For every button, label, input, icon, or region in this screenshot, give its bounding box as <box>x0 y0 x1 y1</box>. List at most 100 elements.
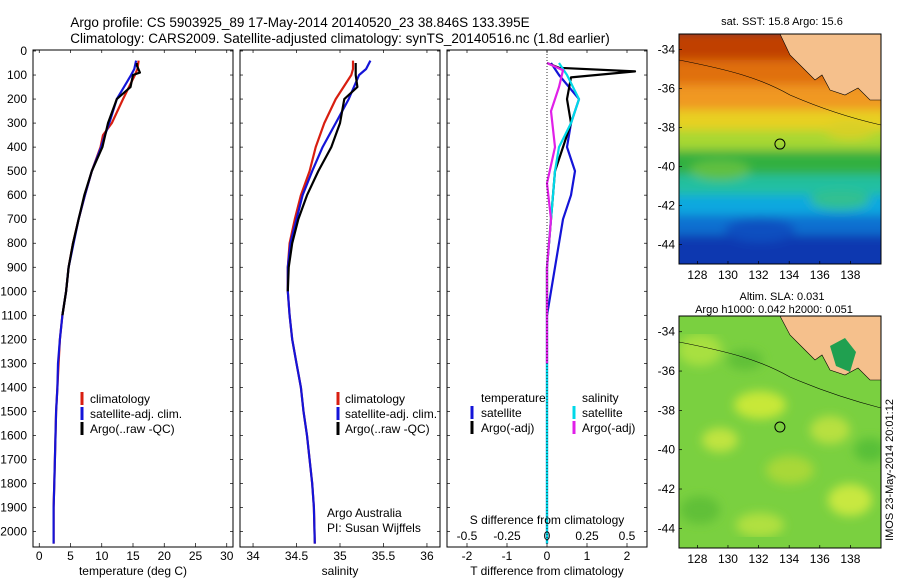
depth-axis: 0 100 200 300 400 500 600 700 800 900 1000 1100 1200… <box>0 44 27 539</box>
x-tick-label: -1 <box>502 549 513 563</box>
legend-label-climatology: climatology <box>345 392 405 406</box>
x-tick-label: 1 <box>584 549 591 563</box>
sla-map-frame <box>678 315 882 549</box>
difference-plot: -2 -1 0 1 2 -0.5 -0.25 0 0.25 0.5 <box>447 50 647 563</box>
lon-tick-label: 134 <box>779 552 799 566</box>
lat-tick-label: -44 <box>658 238 676 252</box>
depth-tick-label: 1300 <box>0 356 27 370</box>
sst-map-axes: 128 130 132 134 136 138 -34 -36 -38 -40 -42 -44 <box>658 43 861 282</box>
sla-map-subtitle: Argo h1000: 0.042 h2000: 0.051 <box>695 304 853 316</box>
s-diff-tick-label: 0.5 <box>619 529 636 543</box>
depth-tick-label: 600 <box>7 188 27 202</box>
temperature-legend: climatology satellite-adj. clim. Argo(..… <box>80 392 182 436</box>
depth-tick-label: 2000 <box>0 525 27 539</box>
series-line-satellite <box>545 62 581 544</box>
legend-label-climatology: climatology <box>90 392 150 406</box>
x-tick-label: 10 <box>95 549 109 563</box>
s-diff-tick-label: 0.25 <box>575 529 599 543</box>
series-line-satellite-adj-clim- <box>286 60 372 544</box>
depth-tick-label: 1700 <box>0 452 27 466</box>
depth-tick-label: 1200 <box>0 332 27 346</box>
legend-label-argo: Argo(..raw -QC) <box>90 422 175 436</box>
imos-timestamp: IMOS 23-May-2014 20:01:12 <box>884 399 896 541</box>
series-line-climatology <box>286 60 355 544</box>
x-tick-label: 5 <box>67 549 74 563</box>
lon-tick-label: 134 <box>779 268 799 282</box>
depth-tick-label: 1800 <box>0 477 27 491</box>
series-line-satellite-adj-clim- <box>52 60 138 544</box>
lat-tick-label: -40 <box>658 443 676 457</box>
depth-tick-label: 500 <box>7 164 27 178</box>
x-tick-label: 30 <box>220 549 234 563</box>
depth-tick-label: 0 <box>20 44 27 58</box>
temperature-xlabel: temperature (deg C) <box>79 564 187 578</box>
legend-label-satellite: satellite-adj. clim. <box>90 407 182 421</box>
difference-legend: temperature salinity satellite Argo(-adj… <box>470 391 635 435</box>
s-diff-tick-label: -0.5 <box>457 529 478 543</box>
depth-tick-label: 1600 <box>0 428 27 442</box>
legend-label-argo: Argo(..raw -QC) <box>345 422 430 436</box>
legend-label-s-satellite: satellite <box>582 406 623 420</box>
temperature-plot: 0 5 10 15 20 25 30 <box>33 50 234 563</box>
lat-tick-label: -38 <box>658 403 676 417</box>
legend-group-salinity: salinity <box>582 391 619 405</box>
depth-tick-label: 800 <box>7 236 27 250</box>
legend-label-satellite: satellite-adj. clim. <box>345 407 437 421</box>
sst-map-title: sat. SST: 15.8 Argo: 15.6 <box>721 16 843 28</box>
sla-map-land <box>679 316 881 381</box>
series-line-argo-raw-qc- <box>286 63 359 292</box>
series-line-argo-adj- <box>545 61 565 364</box>
series-line-satellite <box>545 62 581 544</box>
sst-map-frame <box>678 33 882 265</box>
figure-title-line2: Climatology: CARS2009. Satellite-adjuste… <box>70 31 610 46</box>
sla-map-axes: 128 130 132 134 136 138 -34 -36 -38 -40 -42 -44 <box>658 325 861 566</box>
sla-map-title: Altim. SLA: 0.031 <box>740 291 825 303</box>
annotation-pi-name: PI: Susan Wijffels <box>327 521 421 535</box>
depth-tick-label: 1900 <box>0 501 27 515</box>
salinity-xlabel: salinity <box>322 564 359 578</box>
lat-tick-label: -36 <box>658 82 676 96</box>
lon-tick-label: 130 <box>718 268 738 282</box>
x-tick-label: 34.5 <box>285 549 309 563</box>
x-tick-label: 35.5 <box>372 549 396 563</box>
lat-tick-label: -34 <box>658 43 676 57</box>
depth-tick-label: 900 <box>7 260 27 274</box>
legend-label-t-argo: Argo(-adj) <box>481 421 534 435</box>
lon-tick-label: 132 <box>749 268 769 282</box>
lon-tick-label: 132 <box>749 552 769 566</box>
depth-tick-label: 1500 <box>0 404 27 418</box>
x-tick-label: 15 <box>126 549 140 563</box>
lon-tick-label: 130 <box>718 552 738 566</box>
sst-argo-marker <box>774 138 786 150</box>
sst-map-land <box>679 34 881 101</box>
x-tick-label: -2 <box>462 549 473 563</box>
legend-group-temperature: temperature <box>481 391 546 405</box>
x-tick-label: 2 <box>624 549 631 563</box>
depth-tick-label: 300 <box>7 116 27 130</box>
depth-tick-label: 700 <box>7 212 27 226</box>
salinity-plot: 34 34.5 35 35.5 36 <box>240 50 440 563</box>
x-tick-label: 35 <box>333 549 347 563</box>
series-line-climatology <box>52 60 140 544</box>
depth-tick-label: 1100 <box>1 308 27 322</box>
x-tick-label: 25 <box>189 549 203 563</box>
lat-tick-label: -44 <box>658 521 676 535</box>
lat-tick-label: -42 <box>658 199 676 213</box>
x-tick-label: 36 <box>420 549 434 563</box>
salinity-legend: climatology satellite-adj. clim. Argo(..… <box>327 392 437 535</box>
s-diff-tick-label: -0.25 <box>493 529 521 543</box>
series-line-argo-raw-qc- <box>61 63 141 316</box>
lon-tick-label: 138 <box>840 268 860 282</box>
lon-tick-label: 138 <box>840 552 860 566</box>
depth-tick-label: 100 <box>7 68 27 82</box>
x-tick-label: 20 <box>158 549 172 563</box>
sst-map-image <box>679 34 881 264</box>
legend-label-s-argo: Argo(-adj) <box>582 421 635 435</box>
temperature-panel <box>32 49 234 548</box>
depth-tick-label: 400 <box>7 140 27 154</box>
lat-tick-label: -36 <box>658 364 676 378</box>
legend-label-t-satellite: satellite <box>481 406 522 420</box>
lon-tick-label: 128 <box>687 268 707 282</box>
lon-tick-label: 136 <box>810 268 830 282</box>
